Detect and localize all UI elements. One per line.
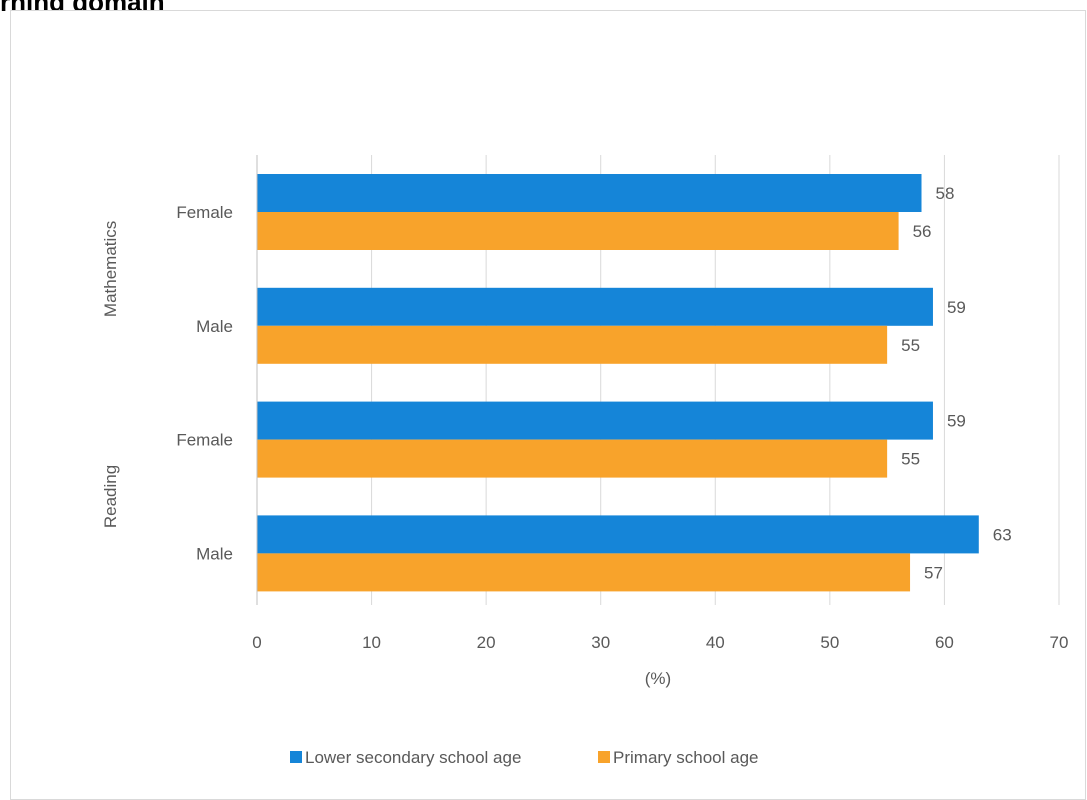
x-tick-label: 30 xyxy=(591,633,610,652)
bar xyxy=(257,401,933,440)
bar xyxy=(257,287,933,326)
legend-swatch xyxy=(598,751,610,763)
x-tick-label: 50 xyxy=(820,633,839,652)
data-label: 55 xyxy=(901,450,920,469)
data-label: 63 xyxy=(993,525,1012,544)
x-tick-label: 10 xyxy=(362,633,381,652)
group-label: Mathematics xyxy=(101,221,120,317)
axes: 0 10 20 30 40 50 60 70 (%) Female Male Female Male Ma… xyxy=(101,155,1068,688)
legend-swatch xyxy=(290,751,302,763)
data-label: 57 xyxy=(924,563,943,582)
x-tick-label: 20 xyxy=(477,633,496,652)
category-label: Female xyxy=(176,203,233,222)
x-tick-label: 40 xyxy=(706,633,725,652)
bar xyxy=(257,325,888,364)
bar xyxy=(257,174,922,212)
legend: Lower secondary school age Primary school… xyxy=(290,748,759,767)
x-axis-title: (%) xyxy=(645,669,671,688)
bar xyxy=(257,212,899,250)
category-label: Male xyxy=(196,317,233,336)
bars xyxy=(257,174,979,592)
bar xyxy=(257,515,979,554)
group-label: Reading xyxy=(101,465,120,528)
data-label: 59 xyxy=(947,412,966,431)
x-tick-label: 0 xyxy=(252,633,261,652)
data-label: 55 xyxy=(901,336,920,355)
legend-label: Primary school age xyxy=(613,748,759,767)
data-label: 56 xyxy=(913,222,932,241)
legend-label: Lower secondary school age xyxy=(305,748,521,767)
data-label: 59 xyxy=(947,298,966,317)
category-label: Female xyxy=(176,431,233,450)
data-label: 58 xyxy=(936,184,955,203)
category-label: Male xyxy=(196,544,233,563)
bar xyxy=(257,439,888,478)
x-tick-label: 60 xyxy=(935,633,954,652)
x-tick-label: 70 xyxy=(1050,633,1069,652)
bar xyxy=(257,553,911,592)
